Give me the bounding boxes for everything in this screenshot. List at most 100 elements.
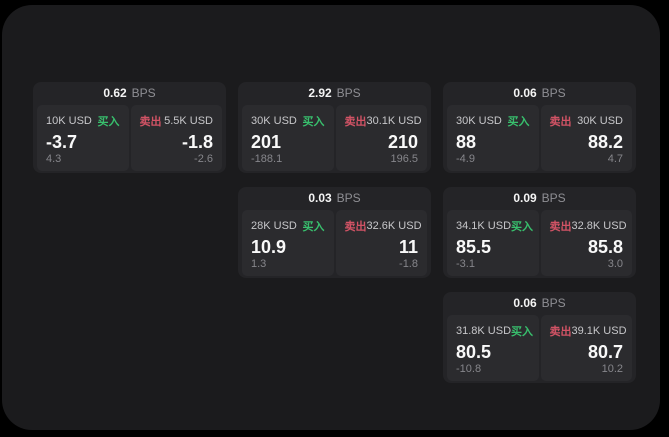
buy-amount-label: 34.1K USD [456,220,512,232]
sell-price-value: 210 [387,132,418,152]
bps-value: 0.62 [103,86,127,100]
buy-price-value: 85.5 [456,237,492,257]
bps-value: 0.09 [513,191,537,205]
buy-delta-value: 4.3 [46,152,62,165]
sell-amount-label: 5.5K USD [164,115,213,127]
quote-card: 0.62 BPS 10K USD 买入 -3.7 4.3 卖出 5.5K USD [33,82,226,173]
buy-tag: 买入 [302,116,325,128]
buy-amount-label: 28K USD [251,220,297,232]
buy-tile-labels: 30K USD 买入 [251,113,325,129]
buy-tile[interactable]: 31.8K USD 买入 80.5 -10.8 [447,315,539,381]
sell-amount-label: 39.1K USD [571,325,627,337]
sell-tile-labels: 卖出 30K USD [550,113,624,129]
bps-value: 2.92 [308,86,332,100]
buy-delta-value: -188.1 [251,152,283,165]
sell-price-value: 80.7 [587,342,623,362]
sell-tile-labels: 卖出 32.8K USD [550,218,627,234]
buy-delta-value: -10.8 [456,362,482,375]
buy-tag: 买入 [511,326,534,338]
sell-tile[interactable]: 卖出 30K USD 88.2 4.7 [540,105,632,171]
buy-tile-labels: 30K USD 买入 [456,113,530,129]
main-panel: 0.62 BPS 10K USD 买入 -3.7 4.3 卖出 5.5K USD [2,5,660,430]
bps-header: 0.06 BPS [443,82,636,105]
buy-price-value: -3.7 [46,132,78,152]
buy-delta-value: -4.9 [456,152,475,165]
card-body: 28K USD 买入 10.9 1.3 卖出 32.6K USD 11 -1.8 [238,210,431,280]
buy-tag: 买入 [511,221,534,233]
buy-tag: 买入 [302,221,325,233]
card-body: 10K USD 买入 -3.7 4.3 卖出 5.5K USD -1.8 -2.… [33,105,226,175]
card-body: 30K USD 买入 201 -188.1 卖出 30.1K USD 210 1… [238,105,431,175]
quote-grid: 0.62 BPS 10K USD 买入 -3.7 4.3 卖出 5.5K USD [33,82,636,383]
bps-header: 0.06 BPS [443,292,636,315]
sell-delta-value: -2.6 [194,152,213,165]
sell-tile[interactable]: 卖出 32.8K USD 85.8 3.0 [540,210,632,276]
buy-price-value: 201 [251,132,282,152]
sell-tag: 卖出 [344,221,367,233]
quote-card: 0.09 BPS 34.1K USD 买入 85.5 -3.1 卖出 32.8K… [443,187,636,278]
bps-header: 2.92 BPS [238,82,431,105]
bps-unit-label: BPS [336,191,361,205]
sell-amount-label: 32.6K USD [366,220,422,232]
buy-amount-label: 10K USD [46,115,92,127]
buy-price-value: 10.9 [251,237,287,257]
sell-tile-labels: 卖出 5.5K USD [140,113,214,129]
sell-tag: 卖出 [549,326,572,338]
sell-tile-labels: 卖出 30.1K USD [344,113,422,129]
sell-tile[interactable]: 卖出 32.6K USD 11 -1.8 [335,210,427,276]
card-body: 31.8K USD 买入 80.5 -10.8 卖出 39.1K USD 80.… [443,315,636,385]
buy-tile[interactable]: 28K USD 买入 10.9 1.3 [242,210,334,276]
bps-value: 0.06 [513,296,537,310]
card-body: 30K USD 买入 88 -4.9 卖出 30K USD 88.2 4.7 [443,105,636,175]
sell-price-value: 85.8 [587,237,623,257]
sell-delta-value: 4.7 [607,152,623,165]
buy-amount-label: 31.8K USD [456,325,512,337]
buy-tile[interactable]: 34.1K USD 买入 85.5 -3.1 [447,210,539,276]
bps-unit-label: BPS [541,296,566,310]
buy-tag: 买入 [97,116,120,128]
sell-delta-value: 196.5 [390,152,418,165]
buy-tile-labels: 28K USD 买入 [251,218,325,234]
sell-price-value: 88.2 [587,132,623,152]
buy-tile[interactable]: 30K USD 买入 201 -188.1 [242,105,334,171]
bps-header: 0.03 BPS [238,187,431,210]
sell-delta-value: 3.0 [607,257,623,270]
bps-unit-label: BPS [131,86,156,100]
buy-price-value: 88 [456,132,477,152]
sell-price-value: 11 [398,237,418,257]
buy-tile[interactable]: 10K USD 买入 -3.7 4.3 [37,105,129,171]
bps-header: 0.62 BPS [33,82,226,105]
sell-tag: 卖出 [344,116,367,128]
quote-card: 0.06 BPS 30K USD 买入 88 -4.9 卖出 30K USD [443,82,636,173]
card-body: 34.1K USD 买入 85.5 -3.1 卖出 32.8K USD 85.8… [443,210,636,280]
buy-tile-labels: 34.1K USD 买入 [456,218,534,234]
sell-delta-value: -1.8 [399,257,418,270]
buy-tile-labels: 10K USD 买入 [46,113,120,129]
sell-price-value: -1.8 [181,132,213,152]
sell-tag: 卖出 [549,116,572,128]
sell-tile-labels: 卖出 32.6K USD [344,218,422,234]
buy-tile[interactable]: 30K USD 买入 88 -4.9 [447,105,539,171]
buy-amount-label: 30K USD [456,115,502,127]
sell-tile[interactable]: 卖出 5.5K USD -1.8 -2.6 [130,105,222,171]
sell-tile-labels: 卖出 39.1K USD [549,323,627,339]
bps-value: 0.06 [513,86,537,100]
sell-delta-value: 10.2 [601,362,623,375]
quote-card: 0.03 BPS 28K USD 买入 10.9 1.3 卖出 32.6K US… [238,187,431,278]
bps-unit-label: BPS [541,86,566,100]
buy-delta-value: -3.1 [456,257,475,270]
bps-value: 0.03 [308,191,332,205]
sell-amount-label: 30K USD [577,115,623,127]
buy-tag: 买入 [507,116,530,128]
bps-unit-label: BPS [336,86,361,100]
buy-amount-label: 30K USD [251,115,297,127]
bps-header: 0.09 BPS [443,187,636,210]
sell-amount-label: 30.1K USD [366,115,422,127]
sell-tile[interactable]: 卖出 39.1K USD 80.7 10.2 [540,315,632,381]
sell-tile[interactable]: 卖出 30.1K USD 210 196.5 [335,105,427,171]
sell-tag: 卖出 [139,116,162,128]
buy-price-value: 80.5 [456,342,492,362]
bps-unit-label: BPS [541,191,566,205]
buy-delta-value: 1.3 [251,257,267,270]
buy-tile-labels: 31.8K USD 买入 [456,323,534,339]
